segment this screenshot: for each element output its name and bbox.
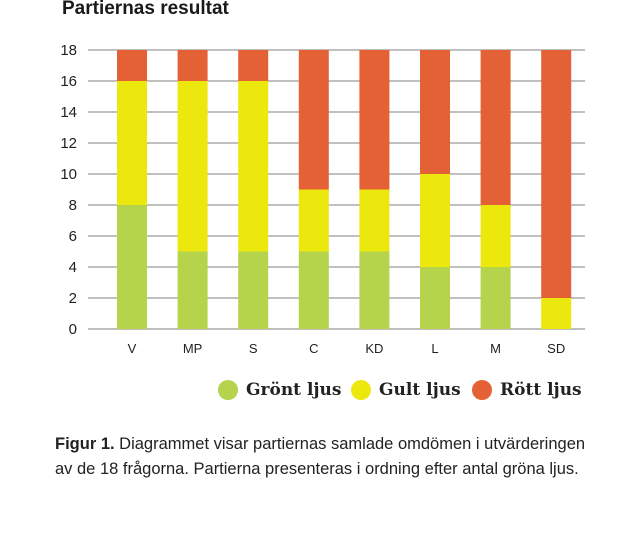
chart-title: Partiernas resultat — [62, 0, 229, 19]
bar-segment — [480, 267, 511, 329]
y-tick-label: 18 — [60, 42, 77, 59]
legend-item-yellow: Gult ljus — [351, 380, 461, 400]
x-tick-label: SD — [547, 341, 565, 356]
bar-segment — [238, 81, 269, 252]
y-tick-label: 2 — [69, 290, 77, 307]
caption-text: Diagrammet visar partiernas samlade omdö… — [55, 435, 586, 478]
bar-segment — [298, 189, 329, 252]
bar-segment — [298, 50, 329, 190]
bar-segment — [238, 251, 269, 329]
legend-label: Rött ljus — [500, 380, 582, 400]
legend-label: Grönt ljus — [246, 380, 342, 400]
legend-label: Gult ljus — [379, 380, 461, 400]
bar-segment — [117, 205, 147, 329]
bar-segment — [117, 50, 147, 81]
bar-segment — [298, 251, 329, 329]
x-tick-label: S — [249, 341, 258, 356]
y-tick-label: 6 — [69, 228, 77, 245]
x-tick-label: KD — [365, 341, 383, 356]
bar-segment — [420, 50, 450, 174]
y-tick-label: 8 — [69, 197, 77, 214]
x-tick-label: M — [490, 341, 501, 356]
green-dot-icon — [218, 380, 238, 400]
bar-segment — [541, 298, 572, 329]
figure-caption: Figur 1. Diagrammet visar partiernas sam… — [55, 432, 595, 482]
y-tick-label: 4 — [69, 259, 77, 276]
y-tick-label: 14 — [60, 104, 77, 121]
x-tick-label: V — [128, 341, 137, 356]
y-tick-label: 12 — [60, 135, 77, 152]
bar-segment — [177, 81, 208, 252]
yellow-dot-icon — [351, 380, 371, 400]
x-tick-label: MP — [183, 341, 203, 356]
bar-segment — [420, 267, 450, 329]
bar-segment — [117, 81, 147, 205]
y-tick-label: 0 — [69, 321, 77, 338]
red-dot-icon — [472, 380, 492, 400]
legend-item-red: Rött ljus — [472, 380, 582, 400]
x-tick-label: L — [431, 341, 438, 356]
y-tick-label: 10 — [60, 166, 77, 183]
bar-segment — [480, 205, 511, 267]
bar-segment — [359, 50, 390, 190]
legend-item-green: Grönt ljus — [218, 380, 341, 400]
bar-segment — [480, 50, 511, 205]
bar-segment — [420, 174, 450, 267]
x-tick-label: C — [309, 341, 318, 356]
legend: Grönt ljus Gult ljus Rött ljus — [0, 380, 640, 404]
bar-segment — [359, 189, 390, 252]
caption-label: Figur 1. — [55, 435, 115, 453]
bar-segment — [238, 50, 269, 81]
y-tick-label: 16 — [60, 73, 77, 90]
bar-segment — [541, 50, 572, 298]
bar-segment — [359, 251, 390, 329]
bar-segment — [177, 50, 208, 81]
bar-segment — [177, 251, 208, 329]
stacked-bar-chart: 0 2 4 6 8 10 12 14 16 18 V MP S C KD L M SD — [60, 42, 585, 356]
